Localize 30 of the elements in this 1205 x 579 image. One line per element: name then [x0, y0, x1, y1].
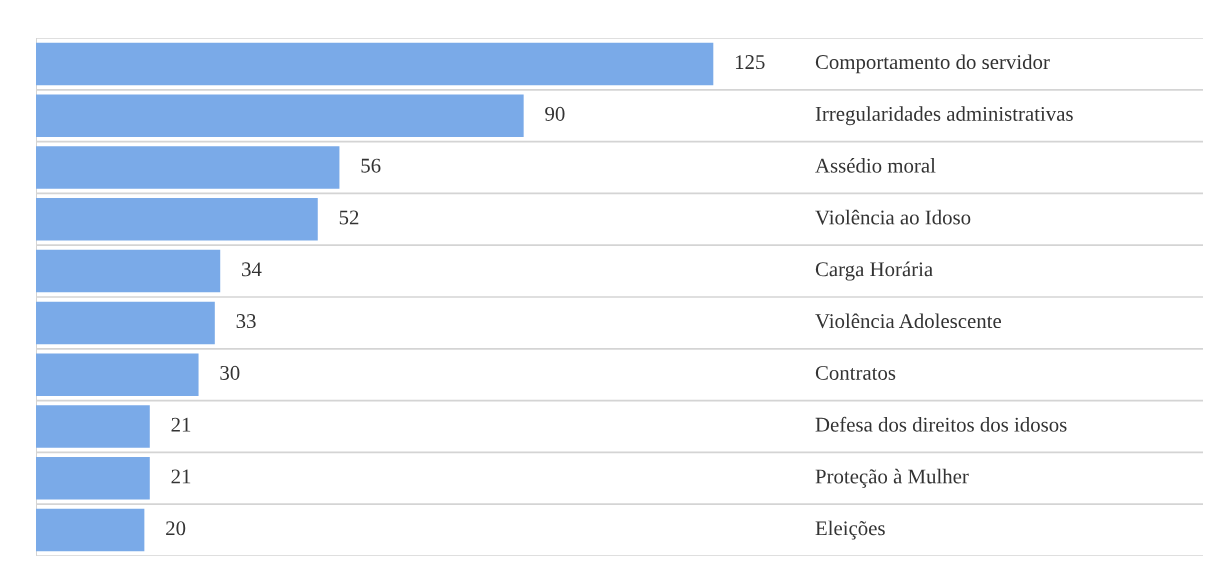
data-label: 21 [171, 469, 191, 484]
y-tick-label: Irregularidades administrativas [815, 106, 1073, 126]
y-tick-label: Carga Horária [815, 261, 933, 281]
y-tick-label: Contratos [815, 365, 896, 380]
data-label: 56 [361, 158, 381, 173]
bar [36, 249, 221, 293]
data-label: 21 [171, 417, 191, 432]
y-tick-label: Proteção à Mulher [815, 468, 969, 488]
data-label: 52 [339, 210, 359, 225]
data-label: 20 [166, 521, 186, 536]
data-label: 30 [220, 365, 240, 380]
bar [36, 405, 150, 448]
bar [36, 508, 145, 552]
data-label: 90 [545, 106, 565, 121]
bar [36, 457, 150, 500]
bar [36, 198, 318, 241]
data-label: 33 [236, 314, 256, 329]
bar [36, 146, 340, 189]
y-tick-label: Eleições [815, 520, 885, 540]
y-tick-label: Assédio moral [815, 158, 936, 173]
bar [36, 94, 524, 137]
data-label: 125 [735, 55, 765, 70]
y-tick-label: Violência Adolescente [815, 313, 1002, 329]
bar [36, 42, 714, 86]
data-label: 34 [242, 262, 262, 277]
bar [36, 301, 215, 345]
y-tick-label: Defesa dos direitos dos idosos [815, 416, 1067, 432]
y-tick-label: Comportamento do servidor [815, 54, 1050, 74]
bar [36, 353, 199, 396]
y-tick-label: Violência ao Idoso [815, 209, 971, 225]
